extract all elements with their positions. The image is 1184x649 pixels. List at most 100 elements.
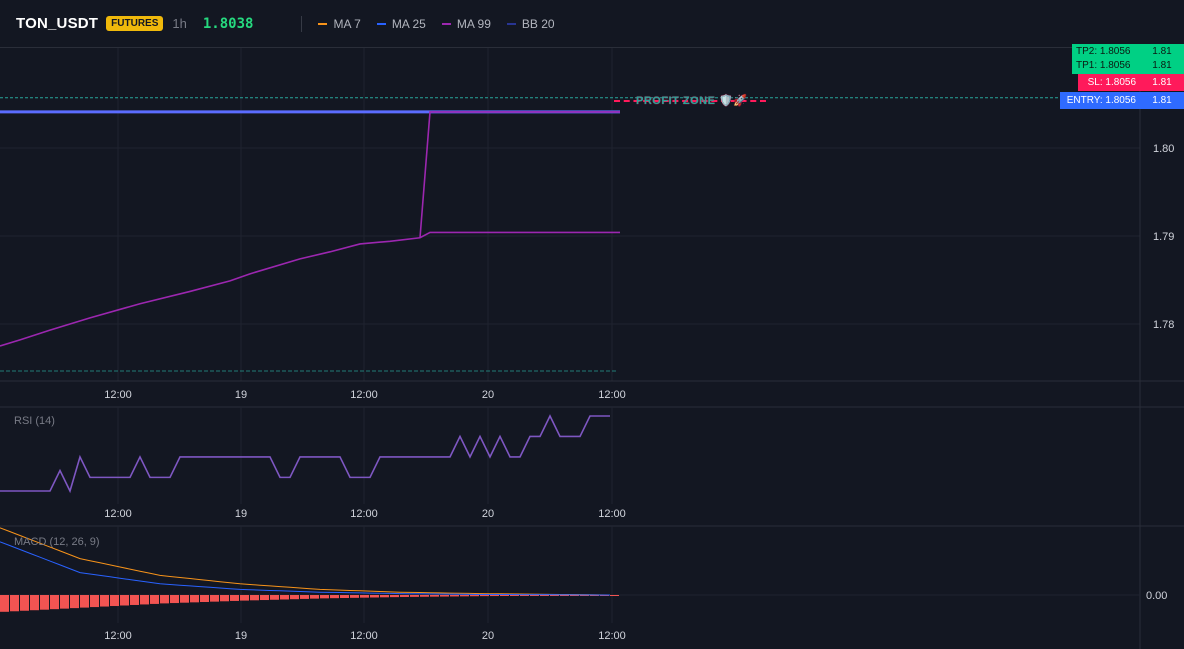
symbol-name[interactable]: TON_USDT — [16, 15, 99, 32]
tp2-tag[interactable]: TP2: 1.8056 — [1072, 44, 1140, 57]
x-axis-ticks: 12:00 19 12:00 20 12:00 12:00 19 12:00 20 12:00 12… — [104, 389, 626, 642]
legend-item-bb20[interactable]: BB 20 — [506, 16, 555, 31]
legend-label-bb20: BB 20 — [521, 16, 555, 31]
futures-badge: FUTURES — [106, 16, 164, 31]
time-axis-tick: 12:00 — [350, 630, 378, 642]
macd-histogram-bar — [510, 595, 519, 596]
legend-item-ma7[interactable]: MA 7 — [318, 16, 361, 31]
chart-header: TON_USDT FUTURES 1h 1.8038 MA 7 MA 25 MA… — [0, 0, 1184, 48]
legend-swatch-ma99 — [441, 22, 451, 25]
time-axis-tick: 19 — [235, 630, 247, 642]
macd-histogram-bar — [610, 595, 619, 596]
macd-histogram-bar — [140, 595, 149, 605]
macd-histogram-bar — [400, 595, 409, 597]
macd-histogram-bar — [420, 595, 429, 597]
ma99-flat-segment — [419, 111, 620, 238]
macd-histogram-bar — [110, 595, 119, 607]
time-axis-tick: 12:00 — [598, 508, 626, 520]
macd-histogram-bar — [470, 595, 479, 597]
macd-histogram-bar — [310, 595, 319, 599]
macd-histogram-bar — [350, 595, 359, 598]
macd-histogram-bar — [550, 595, 559, 596]
macd-histogram-bar — [200, 595, 209, 602]
sl-price-tag: 1.81 — [1140, 74, 1184, 91]
time-axis-tick: 12:00 — [598, 389, 626, 401]
time-axis-tick: 12:00 — [104, 389, 132, 401]
macd-histogram-bar — [540, 595, 549, 596]
macd-histogram-bar — [240, 595, 249, 601]
macd-histogram-bar — [530, 595, 539, 596]
macd-histogram-bar — [490, 595, 499, 597]
profit-zone-line — [614, 100, 766, 102]
macd-histogram-bar — [500, 595, 509, 596]
macd-histogram-bar — [370, 595, 379, 598]
macd-histogram-bar — [590, 595, 599, 596]
legend-item-ma25[interactable]: MA 25 — [376, 16, 426, 31]
price-series-layer — [0, 97, 1140, 372]
profit-zone-label: PROFIT ZONE 🛡️🚀 — [636, 95, 748, 107]
sl-tag[interactable]: SL: 1.8056 — [1078, 74, 1140, 91]
entry-price-tag: 1.81 — [1140, 92, 1184, 109]
macd-histogram-bar — [40, 595, 49, 610]
legend-swatch-ma25 — [376, 22, 386, 25]
macd-histogram-bar — [580, 595, 589, 596]
macd-histogram-bar — [430, 595, 439, 597]
macd-histogram-bar — [300, 595, 309, 599]
macd-histogram-bar — [90, 595, 99, 608]
rsi-series-layer — [0, 414, 610, 494]
macd-axis-tick: 0.00 — [1146, 590, 1167, 602]
macd-histogram-bar — [260, 595, 269, 601]
macd-histogram-bar — [600, 595, 609, 596]
pane-grid — [0, 48, 1184, 649]
time-axis-tick: 19 — [235, 389, 247, 401]
macd-histogram-bar — [290, 595, 299, 600]
legend-item-ma99[interactable]: MA 99 — [441, 17, 491, 31]
legend-label-ma25: MA 25 — [391, 16, 426, 31]
last-price: 1.8038 — [202, 15, 254, 32]
macd-histogram-bar — [520, 595, 529, 596]
macd-histogram-bar — [390, 595, 399, 598]
macd-histogram-bar — [10, 595, 19, 612]
macd-line — [0, 527, 611, 596]
macd-histogram-bar — [0, 595, 9, 612]
legend-label-ma7: MA 7 — [333, 16, 361, 31]
macd-histogram-bar — [270, 595, 279, 600]
macd-histogram-bar — [190, 595, 199, 603]
legend-swatch-ma7 — [318, 22, 328, 25]
macd-histogram-bar — [380, 595, 389, 598]
y-axis-ticks: 1.78 1.79 1.80 0.00 — [1146, 143, 1174, 602]
macd-pane-label: MACD (12, 26, 9) — [14, 536, 100, 548]
macd-histogram-bar — [210, 595, 219, 602]
legend-swatch-bb20 — [506, 22, 516, 25]
tp2-price-tag: 1.81 — [1140, 44, 1184, 57]
rsi-line — [0, 414, 610, 494]
macd-histogram-bar — [250, 595, 259, 601]
time-axis-tick: 19 — [235, 508, 247, 520]
macd-histogram-bar — [480, 595, 489, 597]
price-chart[interactable]: 1.781.791.800.00 12:00 19 12:00 20 12:0012:0… — [0, 48, 1184, 649]
price-axis-tick: 1.79 — [1153, 231, 1174, 243]
tp1-tag[interactable]: TP1: 1.8056 — [1072, 57, 1140, 74]
price-axis-tick: 1.78 — [1153, 319, 1174, 331]
macd-signal-line — [0, 541, 611, 596]
macd-histogram-bar — [220, 595, 229, 602]
macd-histogram-bar — [340, 595, 349, 599]
tp1-price-tag: 1.81 — [1140, 57, 1184, 74]
timeframe-label[interactable]: 1h — [172, 16, 187, 31]
macd-histogram-bar — [410, 595, 419, 597]
entry-tag[interactable]: ENTRY: 1.8056 — [1060, 92, 1140, 109]
macd-histogram-bar — [30, 595, 39, 611]
time-axis-tick: 12:00 — [104, 630, 132, 642]
time-axis-tick: 12:00 — [350, 508, 378, 520]
time-axis-tick: 20 — [482, 508, 494, 520]
time-axis-tick: 12:00 — [104, 508, 132, 520]
macd-histogram-bar — [280, 595, 289, 600]
macd-histogram-bar — [80, 595, 89, 608]
macd-histogram-bar — [100, 595, 109, 607]
macd-histogram-bar — [70, 595, 79, 609]
macd-histogram-bar — [570, 595, 579, 596]
macd-histogram-bar — [60, 595, 69, 609]
macd-histogram-bar — [180, 595, 189, 603]
ma99-line — [0, 231, 620, 347]
time-axis-tick: 20 — [482, 389, 494, 401]
